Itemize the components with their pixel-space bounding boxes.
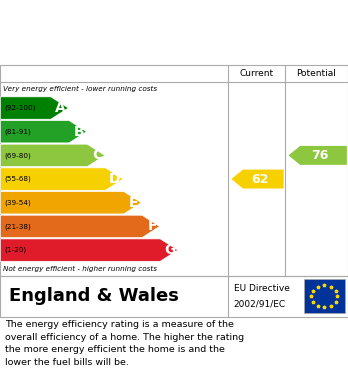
Text: (39-54): (39-54)	[4, 199, 31, 206]
Polygon shape	[0, 97, 68, 119]
Text: (55-68): (55-68)	[4, 176, 31, 182]
Text: 62: 62	[251, 172, 269, 186]
Polygon shape	[0, 168, 123, 190]
Text: Energy Efficiency Rating: Energy Efficiency Rating	[9, 38, 238, 56]
Text: England & Wales: England & Wales	[9, 287, 179, 305]
Text: E: E	[129, 196, 139, 210]
Polygon shape	[0, 239, 178, 261]
Polygon shape	[288, 146, 347, 165]
Bar	[304, 279, 345, 314]
Polygon shape	[0, 192, 141, 214]
Text: Potential: Potential	[296, 69, 336, 78]
Text: (81-91): (81-91)	[4, 129, 31, 135]
Text: A: A	[55, 101, 66, 115]
Text: B: B	[73, 125, 84, 139]
Text: 2002/91/EC: 2002/91/EC	[234, 300, 286, 309]
Text: F: F	[148, 219, 157, 233]
Polygon shape	[0, 144, 105, 167]
Text: C: C	[92, 148, 102, 162]
Text: Very energy efficient - lower running costs: Very energy efficient - lower running co…	[3, 86, 158, 92]
Text: Current: Current	[239, 69, 274, 78]
Text: (92-100): (92-100)	[4, 105, 35, 111]
Text: Not energy efficient - higher running costs: Not energy efficient - higher running co…	[3, 266, 158, 272]
Polygon shape	[0, 215, 159, 238]
Text: G: G	[164, 243, 175, 257]
Polygon shape	[0, 120, 87, 143]
Text: 76: 76	[311, 149, 329, 162]
Text: (1-20): (1-20)	[4, 247, 26, 253]
Text: D: D	[109, 172, 120, 186]
Text: (69-80): (69-80)	[4, 152, 31, 159]
Polygon shape	[231, 170, 284, 188]
Text: (21-38): (21-38)	[4, 223, 31, 230]
Text: EU Directive: EU Directive	[234, 284, 290, 293]
Text: The energy efficiency rating is a measure of the
overall efficiency of a home. T: The energy efficiency rating is a measur…	[5, 321, 244, 367]
